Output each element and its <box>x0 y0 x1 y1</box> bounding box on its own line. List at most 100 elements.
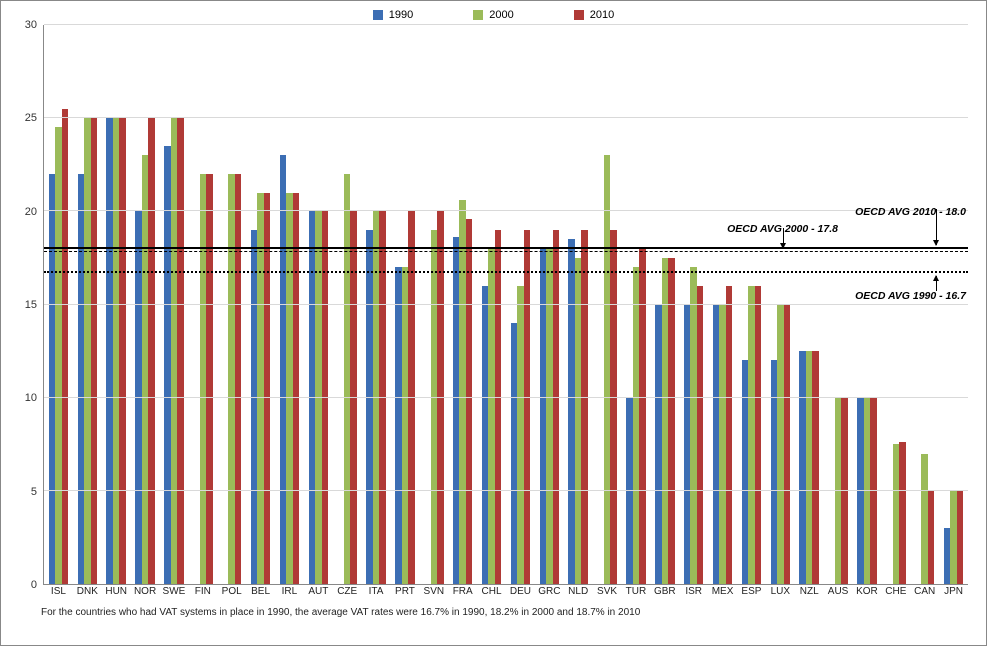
bar <box>697 286 704 584</box>
bar <box>668 258 675 584</box>
bar <box>62 109 69 584</box>
bar-group: NLD <box>564 25 593 584</box>
chart-frame: 1990 2000 2010 051015202530 ISLDNKHUNNOR… <box>0 0 987 646</box>
y-tick: 30 <box>25 19 37 31</box>
x-label: AUS <box>828 586 849 597</box>
gridline <box>44 210 968 211</box>
bar-group: GBR <box>650 25 679 584</box>
x-label: SVK <box>597 586 617 597</box>
gridline <box>44 117 968 118</box>
y-tick: 0 <box>31 579 37 591</box>
bar <box>957 491 964 584</box>
x-label: POL <box>222 586 242 597</box>
bar-group: POL <box>217 25 246 584</box>
bar-group: NOR <box>131 25 160 584</box>
x-label: PRT <box>395 586 415 597</box>
bar-group: CHL <box>477 25 506 584</box>
plot: ISLDNKHUNNORSWEFINPOLBELIRLAUTCZEITAPRTS… <box>43 25 968 585</box>
x-label: NOR <box>134 586 156 597</box>
bar <box>466 219 473 584</box>
bar <box>784 305 791 585</box>
bar <box>495 230 502 584</box>
x-label: LUX <box>771 586 790 597</box>
bar <box>524 230 531 584</box>
bar <box>235 174 242 584</box>
bar <box>437 211 444 584</box>
x-label: BEL <box>251 586 270 597</box>
arrow-2000 <box>783 228 784 248</box>
x-label: GBR <box>654 586 676 597</box>
bar-group: AUS <box>824 25 853 584</box>
bar-group: ISR <box>679 25 708 584</box>
plot-area: 051015202530 ISLDNKHUNNORSWEFINPOLBELIRL… <box>13 25 974 585</box>
x-label: MEX <box>712 586 734 597</box>
x-label: ISL <box>51 586 66 597</box>
bar <box>639 249 646 584</box>
bar <box>119 118 126 584</box>
bar <box>177 118 184 584</box>
legend-item-2000: 2000 <box>473 9 513 21</box>
bar-group: FRA <box>448 25 477 584</box>
bar-group: KOR <box>853 25 882 584</box>
x-label: ISR <box>685 586 702 597</box>
bar <box>322 211 329 584</box>
bar-group: DEU <box>506 25 535 584</box>
bar-group: AUT <box>304 25 333 584</box>
x-label: NLD <box>568 586 588 597</box>
x-label: KOR <box>856 586 878 597</box>
legend-swatch-2010 <box>574 10 584 20</box>
bar <box>408 211 415 584</box>
x-label: HUN <box>105 586 127 597</box>
x-label: AUT <box>308 586 328 597</box>
x-label: FIN <box>195 586 211 597</box>
arrow-1990 <box>936 276 937 291</box>
x-label: SVN <box>424 586 445 597</box>
y-axis: 051015202530 <box>13 25 41 585</box>
legend-swatch-2000 <box>473 10 483 20</box>
x-label: FRA <box>453 586 473 597</box>
bars-layer: ISLDNKHUNNORSWEFINPOLBELIRLAUTCZEITAPRTS… <box>44 25 968 584</box>
x-label: JPN <box>944 586 963 597</box>
bar-group: NZL <box>795 25 824 584</box>
bar <box>148 118 155 584</box>
x-label: IRL <box>282 586 298 597</box>
bar <box>581 230 588 584</box>
bar-group: JPN <box>939 25 968 584</box>
x-label: ITA <box>369 586 384 597</box>
bar-group: DNK <box>73 25 102 584</box>
y-tick: 20 <box>25 206 37 218</box>
gridline <box>44 397 968 398</box>
y-tick: 10 <box>25 392 37 404</box>
x-label: SWE <box>163 586 186 597</box>
bar-group: CHE <box>881 25 910 584</box>
gridline <box>44 24 968 25</box>
gridline <box>44 304 968 305</box>
legend-swatch-1990 <box>373 10 383 20</box>
legend-label-2010: 2010 <box>590 9 614 21</box>
bar-group: GRC <box>535 25 564 584</box>
bar-group: CZE <box>333 25 362 584</box>
bar <box>726 286 733 584</box>
annot-1990: OECD AVG 1990 - 16.7 <box>855 290 966 302</box>
bar <box>755 286 762 584</box>
x-label: CHE <box>885 586 906 597</box>
bar-group: PRT <box>391 25 420 584</box>
annot-2010: OECD AVG 2010 - 18.0 <box>855 206 966 218</box>
x-label: CHL <box>482 586 502 597</box>
footnote: For the countries who had VAT systems in… <box>13 607 974 618</box>
bar-group: ISL <box>44 25 73 584</box>
bar <box>899 442 906 584</box>
bar-group: MEX <box>708 25 737 584</box>
bar-group: ESP <box>737 25 766 584</box>
bar <box>379 211 386 584</box>
x-label: DNK <box>77 586 98 597</box>
refline-dashed <box>44 251 968 252</box>
x-label: GRC <box>538 586 560 597</box>
bar <box>91 118 98 584</box>
y-tick: 25 <box>25 112 37 124</box>
bar-group: ITA <box>362 25 391 584</box>
bar-group: FIN <box>188 25 217 584</box>
x-label: TUR <box>626 586 647 597</box>
legend-label-1990: 1990 <box>389 9 413 21</box>
refline-solid <box>44 247 968 249</box>
